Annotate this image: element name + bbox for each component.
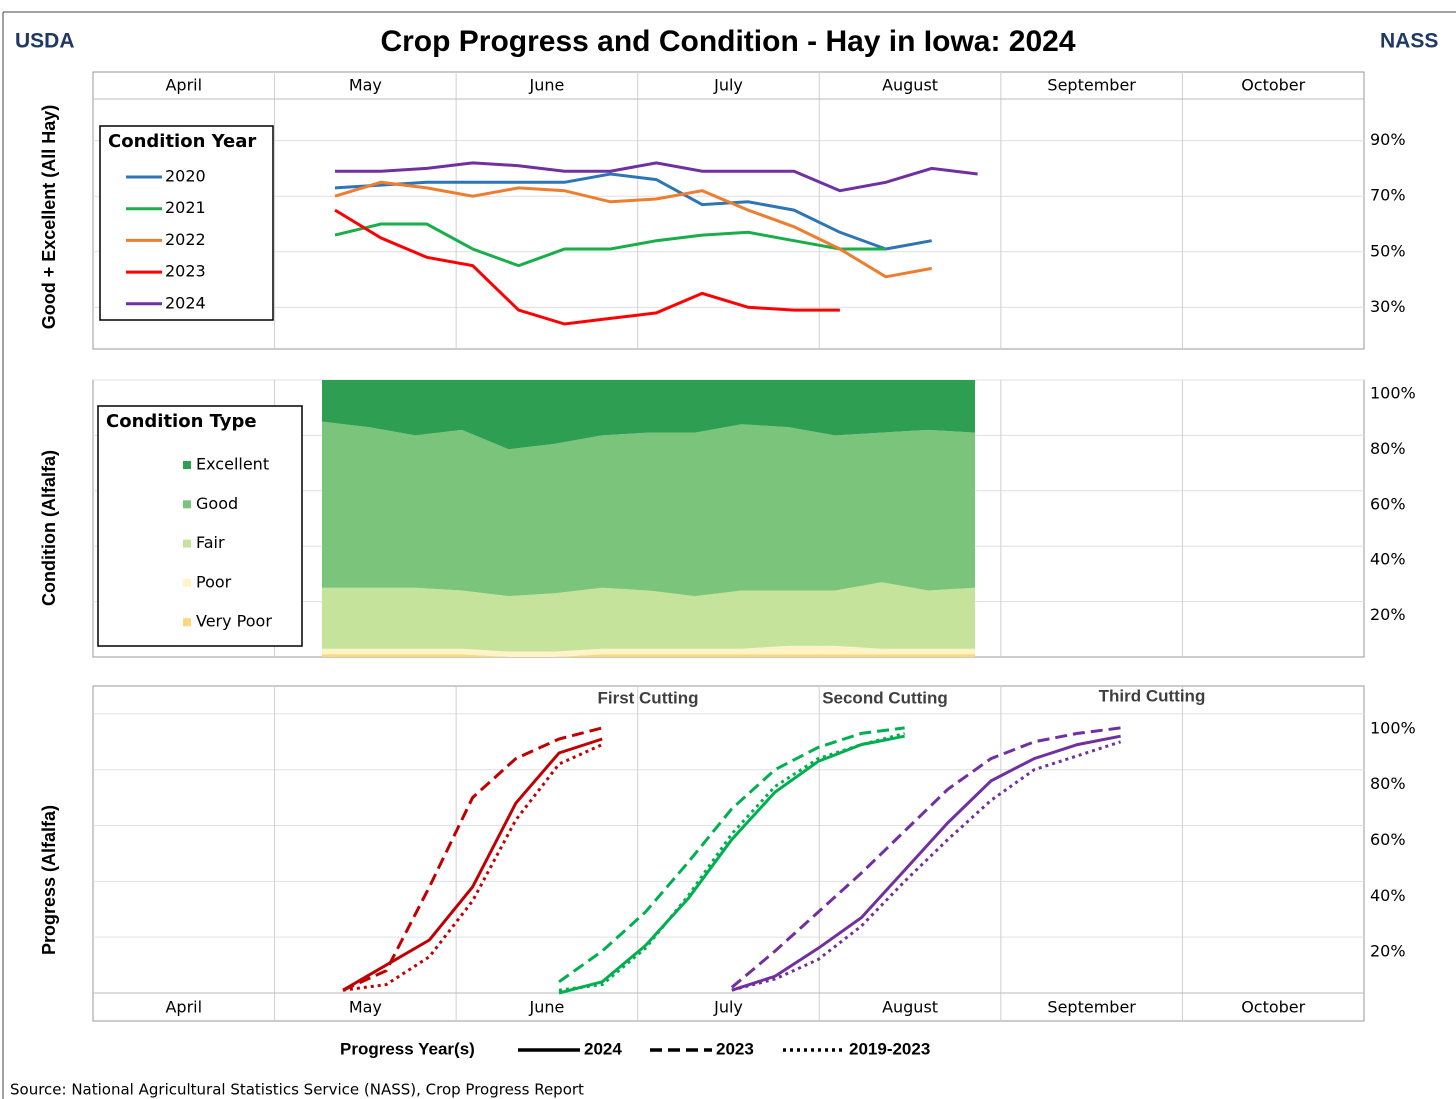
usda-label: USDA — [15, 30, 75, 53]
y-tick-label: 20% — [1370, 605, 1406, 624]
legend-label: 2019-2023 — [849, 1039, 930, 1058]
legend-swatch — [183, 618, 191, 627]
progress-line — [730, 726, 1121, 989]
y-tick-label: 70% — [1370, 186, 1406, 205]
progress-line — [558, 734, 905, 995]
area-segment — [322, 645, 975, 657]
area-segment — [322, 380, 975, 450]
progress-line — [342, 743, 603, 992]
y-tick-label: 50% — [1370, 241, 1406, 260]
data-line — [334, 172, 932, 251]
legend-swatch — [183, 500, 191, 509]
x-tick-label: October — [1241, 998, 1305, 1017]
data-line — [334, 180, 932, 279]
x-tick-label: July — [713, 998, 743, 1017]
legend-title: Condition Year — [108, 131, 256, 152]
plot-frame — [92, 685, 1365, 1022]
x-tick-label: May — [349, 998, 382, 1017]
chart-title: Crop Progress and Condition - Hay in Iow… — [380, 25, 1075, 58]
legend-label: Fair — [196, 533, 225, 552]
legend-label: 2024 — [584, 1039, 622, 1058]
y-tick-label: 90% — [1370, 130, 1406, 149]
legend-swatch — [183, 539, 191, 548]
y-tick-label: 20% — [1370, 942, 1406, 961]
y-tick-label: 100% — [1370, 718, 1416, 737]
progress-line — [342, 726, 603, 992]
x-tick-label: May — [349, 76, 382, 95]
data-line — [334, 208, 840, 326]
legend-title: Progress Year(s) — [340, 1039, 475, 1058]
y-tick-label: 60% — [1370, 830, 1406, 849]
legend-box — [99, 125, 274, 321]
progress-line — [731, 740, 1122, 992]
legend-label: Good — [196, 494, 238, 513]
y-tick-label: 40% — [1370, 886, 1406, 905]
x-tick-label: June — [529, 998, 565, 1017]
y-tick-label: 100% — [1370, 384, 1416, 403]
legend-box — [97, 405, 303, 647]
cutting-label: First Cutting — [597, 688, 698, 707]
legend-label: 2020 — [165, 167, 206, 186]
legend-swatch — [183, 461, 191, 469]
x-tick-label: September — [1047, 76, 1136, 95]
cutting-label: Second Cutting — [822, 688, 948, 707]
legend-label: 2022 — [165, 230, 206, 249]
progress-line — [558, 726, 905, 984]
y-axis-title: Good + Excellent (All Hay) — [39, 105, 59, 330]
x-tick-label: September — [1047, 998, 1136, 1017]
x-tick-label: April — [165, 998, 202, 1017]
x-tick-label: July — [713, 76, 743, 95]
legend-label: 2024 — [165, 293, 206, 312]
legend-label: Very Poor — [196, 612, 272, 631]
y-tick-label: 30% — [1370, 297, 1406, 316]
area-segment — [322, 421, 975, 597]
x-tick-label: August — [882, 76, 938, 95]
data-line — [335, 161, 978, 193]
nass-label: NASS — [1380, 30, 1438, 53]
y-tick-label: 40% — [1370, 550, 1406, 569]
progress-line — [342, 737, 603, 992]
x-tick-label: June — [529, 76, 565, 95]
legend-label: Excellent — [196, 455, 269, 474]
legend-label: 2023 — [165, 262, 206, 281]
y-tick-label: 60% — [1370, 494, 1406, 513]
area-segment — [322, 654, 975, 657]
progress-line — [731, 734, 1121, 992]
legend-label: 2023 — [716, 1039, 754, 1058]
y-axis-title: Progress (Alfalfa) — [39, 805, 59, 955]
legend-swatch — [183, 578, 191, 587]
x-tick-label: October — [1241, 76, 1305, 95]
legend-label: Poor — [196, 572, 232, 591]
y-tick-label: 80% — [1370, 439, 1406, 458]
cutting-label: Third Cutting — [1099, 686, 1206, 705]
area-segment — [322, 582, 975, 652]
y-tick-label: 80% — [1370, 774, 1406, 793]
data-line — [334, 222, 886, 268]
y-axis-title: Condition (Alfalfa) — [39, 450, 59, 606]
legend-title: Condition Type — [106, 411, 257, 432]
legend-label: 2021 — [165, 198, 206, 217]
x-tick-label: April — [165, 76, 202, 95]
x-tick-label: August — [882, 998, 938, 1017]
source-note: Source: National Agricultural Statistics… — [10, 1081, 584, 1099]
